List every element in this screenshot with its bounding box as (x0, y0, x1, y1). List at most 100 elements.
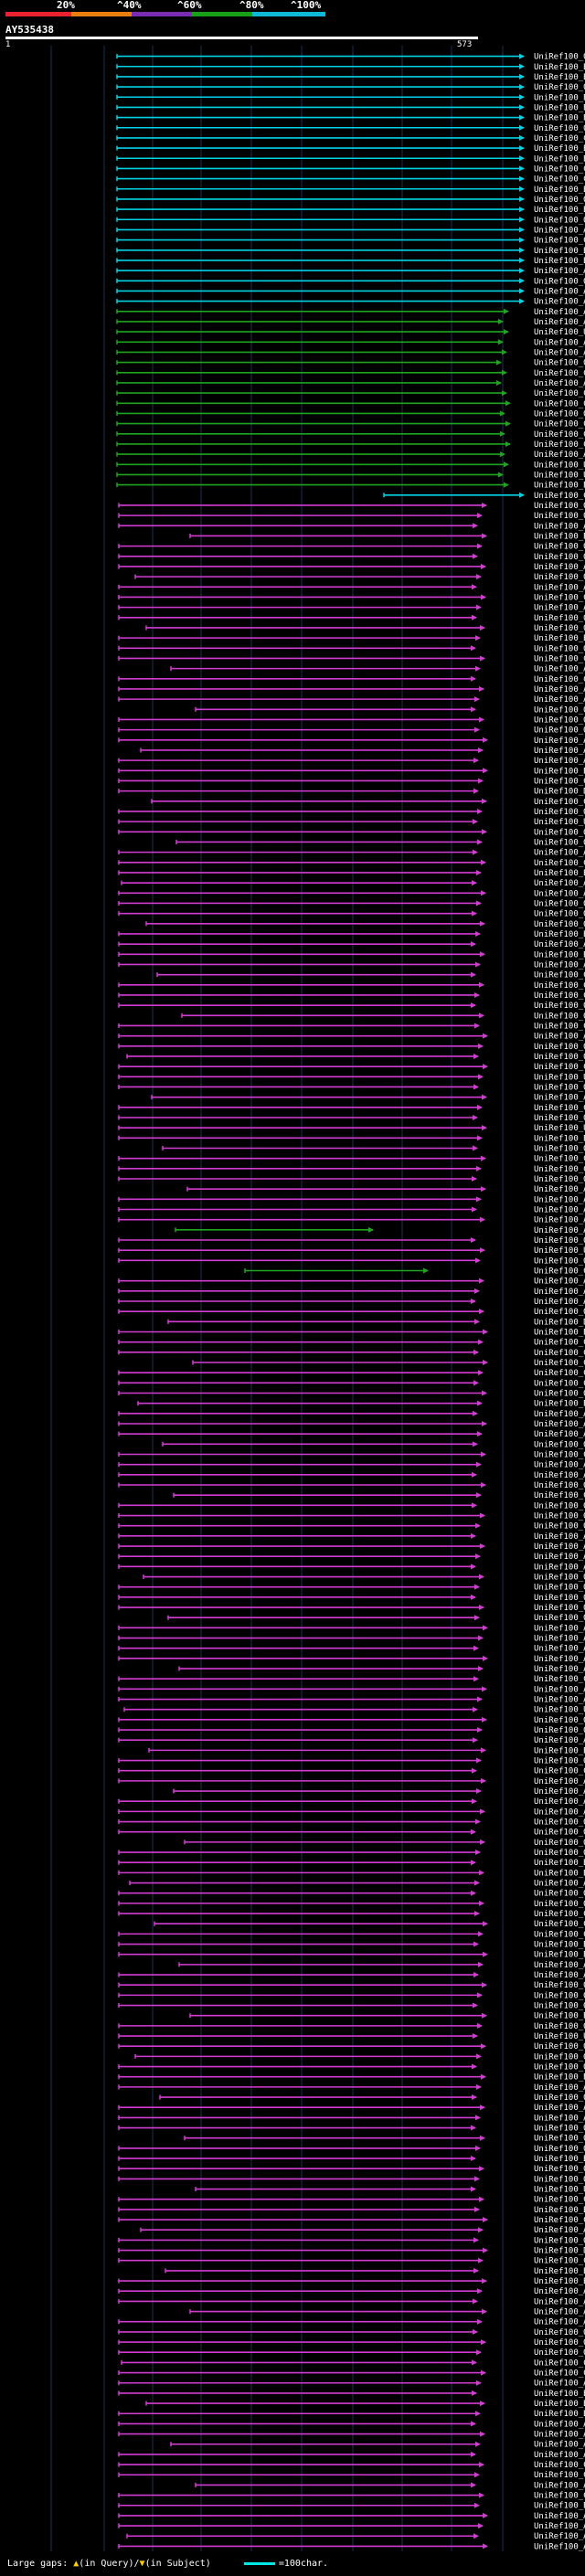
hit-label[interactable]: UniRef100_Q4Z7B5 (534, 2145, 585, 2154)
hit-label[interactable]: UniRef100_B9GT35 (534, 63, 585, 72)
hit-label[interactable]: UniRef100_Q973F3 (534, 1236, 585, 1246)
hit-label[interactable]: UniRef100_C6X3D5 (534, 1339, 585, 1348)
hit-label[interactable]: UniRef100_C1E146 (534, 389, 585, 398)
hit-label[interactable]: UniRef100_A2RRQ9 (534, 960, 585, 970)
hit-label[interactable]: UniRef100_C2MFJ9 (534, 1267, 585, 1276)
hit-label[interactable]: UniRef100_A6C3E4 (534, 1195, 585, 1204)
hit-label[interactable]: UniRef100_B3WBT0 (534, 1134, 585, 1143)
hit-label[interactable]: UniRef100_A0NYK4 (534, 879, 585, 888)
hit-label[interactable]: UniRef100_B9JY88 (534, 1400, 585, 1409)
hit-label[interactable]: UniRef100_A4U112 (534, 2512, 585, 2521)
hit-label[interactable]: UniRef100_B7FJS6 (534, 103, 585, 112)
hit-label[interactable]: UniRef100_B1M4M3 (534, 1746, 585, 1755)
hit-label[interactable]: UniRef100_B7KKG6 (534, 1951, 585, 1960)
hit-label[interactable]: UniRef100_Q0SUY1 (534, 2042, 585, 2051)
hit-label[interactable]: UniRef100_Q1QIW9 (534, 726, 585, 736)
hit-label[interactable]: UniRef100_Q8TUT6 (534, 2175, 585, 2184)
hit-label[interactable]: UniRef100_A7QYE4 (534, 226, 585, 235)
hit-label[interactable]: UniRef100_B8AGM5 (534, 2277, 585, 2286)
hit-label[interactable]: UniRef100_Q8MS30 (534, 2338, 585, 2348)
hit-label[interactable]: UniRef100_Q21905 (534, 573, 585, 582)
hit-label[interactable]: UniRef100_C5SQR6 (534, 1451, 585, 1460)
hit-label[interactable]: UniRef100_A4GYC6 (534, 2380, 585, 2389)
hit-label[interactable]: UniRef100_B8DI16 (534, 1869, 585, 1878)
hit-label[interactable]: UniRef100_Q8UDK9 (534, 1501, 585, 1511)
hit-label[interactable]: UniRef100_Q6AUS1 (534, 1512, 585, 1521)
hit-label[interactable]: UniRef100_A6V1C7 (534, 889, 585, 898)
hit-label[interactable]: UniRef100_A7IKY0 (534, 451, 585, 460)
hit-label[interactable]: UniRef100_Q215F0 (534, 512, 585, 521)
hit-label[interactable]: UniRef100_Q040N5 (534, 2022, 585, 2031)
hit-label[interactable]: UniRef100_C6DH75 (534, 2369, 585, 2379)
hit-label[interactable]: UniRef100_Q1LJEQ (534, 1574, 585, 1583)
hit-label[interactable]: UniRef100_UP1000... (534, 1124, 585, 1133)
hit-label[interactable]: UniRef100_C4CYP2 (534, 1675, 585, 1684)
hit-label[interactable]: UniRef100_D0CKX1 (534, 2247, 585, 2256)
hit-label[interactable]: UniRef100_Q2ST17 (534, 1604, 585, 1613)
hit-label[interactable]: UniRef100_B9SP17 (534, 257, 585, 266)
hit-label[interactable]: UniRef100_Q81E67 (534, 1991, 585, 2000)
hit-label[interactable]: UniRef100_Q5I7J8 (534, 1716, 585, 1725)
hit-label[interactable]: UniRef100_B3LEY4 (534, 2012, 585, 2021)
hit-label[interactable]: UniRef100_A6TNC3 (534, 1961, 585, 1970)
hit-label[interactable]: UniRef100_Q7NWR0 (534, 1818, 585, 1828)
hit-label[interactable]: UniRef100_B3PV04 (534, 2073, 585, 2083)
hit-label[interactable]: UniRef100_Q2NR50 (534, 1614, 585, 1623)
hit-label[interactable]: UniRef100_Q1G6E3 (534, 1083, 585, 1092)
hit-label[interactable]: UniRef100_B0ULT5 (534, 950, 585, 959)
hit-label[interactable]: UniRef100_C1ZSH8 (534, 440, 585, 450)
hit-label[interactable]: UniRef100_A6EL40 (534, 2297, 585, 2306)
hit-label[interactable]: UniRef100_Q7VSS2 (534, 1481, 585, 1490)
hit-label[interactable]: UniRef100_A5IH11 (534, 2083, 585, 2093)
hit-label[interactable]: UniRef100_A6UMQ0 (534, 695, 585, 705)
hit-label[interactable]: UniRef100_C8ZG76 (534, 2216, 585, 2225)
hit-label[interactable]: UniRef100_A6VAM7 (534, 1645, 585, 1654)
hit-label[interactable]: UniRef100_A4VS65 (534, 2441, 585, 2450)
hit-label[interactable]: UniRef100_C6CEN7 (534, 1022, 585, 1031)
hit-label[interactable]: UniRef100_Q3IDM2 (534, 1175, 585, 1184)
hit-label[interactable]: UniRef100_A0Y857 (534, 1410, 585, 1419)
hit-label[interactable]: UniRef100_A7IIF2 (534, 747, 585, 756)
hit-label[interactable]: UniRef100_Q6C051 (534, 1043, 585, 1052)
hit-label[interactable]: UniRef100_B8AHL6 (534, 114, 585, 123)
hit-label[interactable]: UniRef100_A3UGM5 (534, 1696, 585, 1705)
hit-label[interactable]: UniRef100_Q0K2P7 (534, 614, 585, 623)
hit-label[interactable]: UniRef100_B6GLA6 (534, 2390, 585, 2399)
hit-label[interactable]: UniRef100_A1STD8 (534, 1665, 585, 1674)
hit-label[interactable]: UniRef100_Q00UW6 (534, 359, 585, 368)
hit-label[interactable]: UniRef100_Q6N2V2 (534, 1829, 585, 1838)
hit-label[interactable]: UniRef100_B9T1G2 (534, 73, 585, 82)
hit-label[interactable]: UniRef100_C2BQC0 (534, 1920, 585, 1929)
hit-label[interactable]: UniRef100_A6H1V4 (534, 1685, 585, 1694)
hit-label[interactable]: UniRef100_UP1000... (534, 1246, 585, 1256)
hit-label[interactable]: UniRef100_Q6LNB0 (534, 899, 585, 908)
hit-label[interactable]: UniRef100_C6T3R7 (534, 134, 585, 143)
hit-label[interactable]: UniRef100_UP1000... (534, 2186, 585, 2195)
hit-label[interactable]: UniRef100_A4CH12 (534, 1471, 585, 1480)
hit-label[interactable]: UniRef100_A1JRV4 (534, 2481, 585, 2490)
hit-label[interactable]: UniRef100_C0JZW8 (534, 798, 585, 807)
hit-label[interactable]: UniRef100_C8S33A (534, 2257, 585, 2266)
hit-label[interactable]: UniRef100_C5X1E7 (534, 237, 585, 246)
hit-label[interactable]: UniRef100_A4W254 (534, 563, 585, 572)
hit-label[interactable]: UniRef100_B6TX99 (534, 144, 585, 154)
hit-label[interactable]: UniRef100_C3IF9F8 (534, 859, 585, 868)
hit-label[interactable]: UniRef100_Q2UFH3 (534, 2094, 585, 2103)
hit-label[interactable]: UniRef100_C6DAK1 (534, 2359, 585, 2368)
hit-label[interactable]: UniRef100_Q3J857 (534, 1890, 585, 1899)
hit-label[interactable]: UniRef100_B8A0F9 (534, 186, 585, 195)
hit-label[interactable]: UniRef100_A7GAN2 (534, 1971, 585, 1980)
hit-label[interactable]: UniRef100_C4LBL1 (534, 2196, 585, 2205)
hit-label[interactable]: UniRef100_A9TI88 (534, 298, 585, 307)
hit-label[interactable]: UniRef100_C6ACE7 (534, 654, 585, 663)
hit-label[interactable]: UniRef100_A5UEX1 (534, 1542, 585, 1552)
hit-label[interactable]: UniRef100_B2A641 (534, 767, 585, 776)
hit-label[interactable]: UniRef100_A8Y3F4 (534, 940, 585, 949)
hit-label[interactable]: UniRef100_UP1000... (534, 328, 585, 337)
hit-label[interactable]: UniRef100_B6JI07 (534, 634, 585, 643)
hit-label[interactable]: UniRef100_A4D9I0 (534, 583, 585, 592)
hit-label[interactable]: UniRef100_A9DFN6 (534, 685, 585, 694)
hit-label[interactable]: UniRef100_Q4UI14 (534, 808, 585, 817)
hit-label[interactable]: UniRef100_C5SV84 (534, 971, 585, 981)
hit-label[interactable]: UniRef100_Q05VU1 (534, 1440, 585, 1449)
